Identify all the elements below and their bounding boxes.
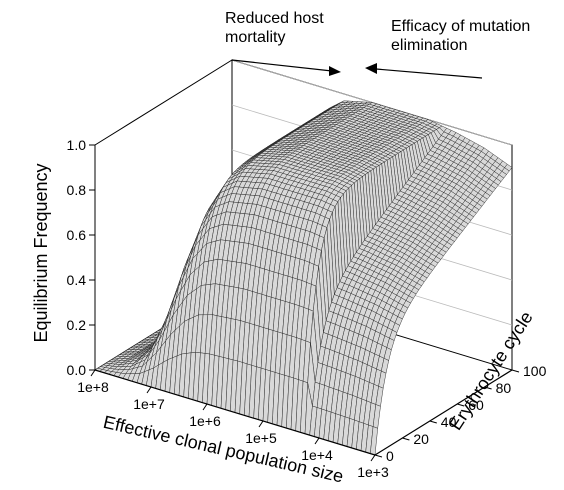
y-tick-mark <box>484 386 492 390</box>
y-tick-mark <box>429 420 437 424</box>
x-tick-mark <box>202 403 208 411</box>
arrow-right <box>231 59 341 76</box>
annotation-reduced-host-line1: Reduced host <box>225 10 324 27</box>
arrow-left <box>365 63 483 79</box>
annotation-efficacy-line1: Efficacy of mutation <box>391 18 530 35</box>
x-tick-mark <box>146 386 152 394</box>
z-tick-label: 0.0 <box>67 362 87 378</box>
z-axis-label: Equilibrium Frequency <box>31 163 51 342</box>
y-tick-label: 60 <box>468 397 484 413</box>
y-tick-mark <box>511 369 520 373</box>
x-tick-mark <box>314 437 320 445</box>
x-tick-label: 1e+6 <box>189 413 221 429</box>
y-tick-label: 100 <box>523 363 547 379</box>
annotation-efficacy-line2: elimination <box>391 37 467 54</box>
y-tick-label: 40 <box>441 414 457 430</box>
y-tick-label: 80 <box>496 380 512 396</box>
axes <box>94 369 513 456</box>
y-tick-mark <box>402 437 410 441</box>
tick-labels: 0.0 0.2 0.4 0.6 0.8 1.0 1e+8 1e+7 1e+6 1e+5 1e+4 1e… <box>67 137 547 480</box>
z-tick-label: 0.4 <box>67 272 87 288</box>
x-tick-mark <box>258 420 264 428</box>
x-tick-label: 1e+5 <box>245 430 277 446</box>
x-axis-line <box>94 369 376 456</box>
x-tick-label: 1e+4 <box>301 447 333 463</box>
y-tick-mark <box>374 454 383 458</box>
z-tick-label: 0.2 <box>67 317 87 333</box>
surface-mesh <box>94 100 513 456</box>
y-axis-line <box>374 369 513 456</box>
z-tick-label: 0.8 <box>67 182 87 198</box>
z-tick-label: 0.6 <box>67 227 87 243</box>
x-tick-label: 1e+7 <box>133 396 165 412</box>
x-tick-label: 1e+8 <box>77 379 109 395</box>
x-tick-label: 1e+3 <box>357 464 389 480</box>
y-tick-label: 20 <box>413 431 429 447</box>
y-tick-mark <box>457 403 465 407</box>
x-tick-mark <box>370 454 376 462</box>
y-tick-label: 0 <box>386 448 394 464</box>
x-tick-mark <box>90 369 96 377</box>
z-tick-label: 1.0 <box>67 137 87 153</box>
annotation-reduced-host-line2: mortality <box>225 29 285 46</box>
